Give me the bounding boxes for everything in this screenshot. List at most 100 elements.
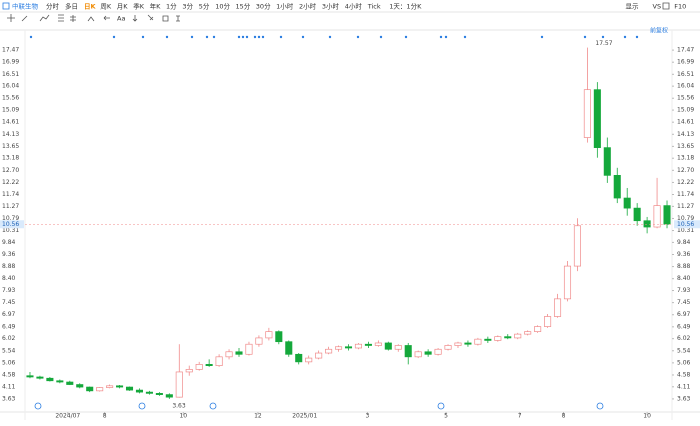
event-dot[interactable] (245, 35, 249, 39)
adjust-label[interactable]: 前复权 (650, 27, 668, 35)
event-dot[interactable] (356, 35, 360, 39)
event-dot[interactable] (583, 35, 587, 39)
event-dot[interactable] (261, 35, 265, 39)
text-tool[interactable]: Aa (117, 15, 125, 23)
candle-body (285, 341, 293, 355)
candle-body (46, 377, 54, 382)
fib-tool-icon (58, 14, 64, 22)
event-dot[interactable] (190, 35, 194, 39)
y-tick-label: 16.51 (677, 71, 694, 78)
event-dot[interactable] (253, 35, 257, 39)
stock-name[interactable]: 中联生物 (12, 2, 39, 11)
y-tick-label: 5.54 (2, 347, 16, 354)
event-dot[interactable] (301, 35, 305, 39)
period-tab[interactable]: 10分 (215, 2, 230, 11)
y-tick-label: 12.70 (2, 167, 19, 174)
event-dot[interactable] (279, 35, 283, 39)
event-dot[interactable] (328, 35, 332, 39)
period-tab[interactable]: 分时 (46, 2, 60, 11)
period-tab[interactable]: 30分 (256, 2, 271, 11)
y-tick-label: 16.04 (2, 83, 19, 90)
y-tick-label: 3.63 (2, 395, 16, 402)
toolbar-button[interactable]: 显示 (626, 3, 640, 11)
last-price-label: 10.56 (2, 221, 19, 228)
x-tick-label: 7 (518, 413, 522, 420)
event-dot[interactable] (404, 35, 408, 39)
event-dot[interactable] (29, 35, 33, 39)
period-tab[interactable]: 2小时 (299, 2, 317, 11)
max-annotation: 17.57 (595, 40, 612, 47)
y-tick-label: 7.93 (677, 287, 691, 294)
period-tab[interactable]: 日K (84, 3, 97, 11)
event-badge[interactable] (596, 402, 604, 410)
x-tick-label: 10 (643, 413, 651, 420)
period-tab[interactable]: 5分 (199, 2, 210, 11)
candle-body (583, 89, 591, 138)
event-dot[interactable] (257, 35, 261, 39)
event-badge[interactable] (138, 402, 146, 410)
event-dot[interactable] (623, 35, 627, 39)
period-tab[interactable]: 月K (117, 3, 129, 11)
y-tick-label: 16.04 (677, 83, 694, 90)
candle-body (255, 337, 263, 345)
event-dot[interactable] (463, 35, 467, 39)
event-dot[interactable] (241, 35, 245, 39)
y-tick-label: 10.31 (2, 227, 19, 234)
y-tick-label: 9.84 (2, 239, 16, 246)
candle-body (185, 369, 193, 373)
event-dot[interactable] (379, 35, 383, 39)
candle-body (384, 342, 392, 350)
x-tick-label: 12 (254, 413, 262, 420)
min-annotation: 3.63 (172, 402, 186, 409)
event-dot[interactable] (601, 35, 605, 39)
y-tick-label: 6.02 (2, 335, 16, 342)
toolbar-button[interactable]: VS (653, 3, 662, 11)
y-tick-label: 17.47 (677, 47, 694, 54)
y-tick-label: 7.45 (677, 299, 691, 306)
event-dot[interactable] (165, 35, 169, 39)
y-tick-label: 11.27 (677, 203, 694, 210)
event-dot[interactable] (141, 35, 145, 39)
event-dot[interactable] (205, 35, 209, 39)
period-tab[interactable]: 3小时 (322, 2, 340, 11)
period-tab[interactable]: 季K (133, 2, 145, 11)
period-tab[interactable]: 4小时 (345, 2, 363, 11)
y-tick-label: 13.18 (2, 155, 19, 162)
candle-body (653, 205, 661, 228)
candle-body (245, 343, 253, 355)
period-tab[interactable]: 3分 (182, 2, 193, 11)
event-dot[interactable] (237, 35, 241, 39)
event-dot[interactable] (439, 35, 443, 39)
event-badge[interactable] (437, 402, 445, 410)
period-tab[interactable]: 年K (150, 2, 162, 11)
event-dot[interactable] (212, 35, 216, 39)
period-tab[interactable]: 周K (100, 3, 112, 11)
y-tick-label: 14.61 (2, 119, 19, 126)
event-dot[interactable] (112, 35, 116, 39)
tool-icons (7, 2, 670, 22)
y-tick-label: 6.97 (677, 311, 691, 318)
candle-body (454, 342, 462, 346)
period-tab[interactable]: 15分 (236, 2, 251, 11)
period-tab[interactable]: Tick (367, 3, 381, 11)
arrow-tool-icon (103, 15, 110, 21)
event-dot[interactable] (444, 35, 448, 39)
candle-body (424, 351, 432, 355)
period-tab[interactable]: 多日 (65, 2, 78, 11)
settings-icon[interactable] (662, 2, 670, 10)
y-tick-label: 12.22 (677, 179, 694, 186)
period-tab[interactable]: 1小时 (276, 2, 294, 11)
event-dot[interactable] (635, 35, 639, 39)
candle-body (295, 353, 303, 363)
toolbar-button[interactable]: F10 (674, 3, 686, 11)
event-badge[interactable] (34, 402, 42, 410)
event-badge[interactable] (209, 402, 217, 410)
period-tab[interactable]: 1分 (166, 2, 177, 11)
period-tab[interactable]: 1天：1分K (389, 2, 422, 11)
event-dot[interactable] (540, 35, 544, 39)
candle-body (374, 342, 382, 346)
measure-icon (132, 15, 138, 22)
y-tick-label: 6.97 (2, 311, 16, 318)
candle-body (86, 386, 94, 392)
trend-tool-icon (39, 14, 50, 22)
